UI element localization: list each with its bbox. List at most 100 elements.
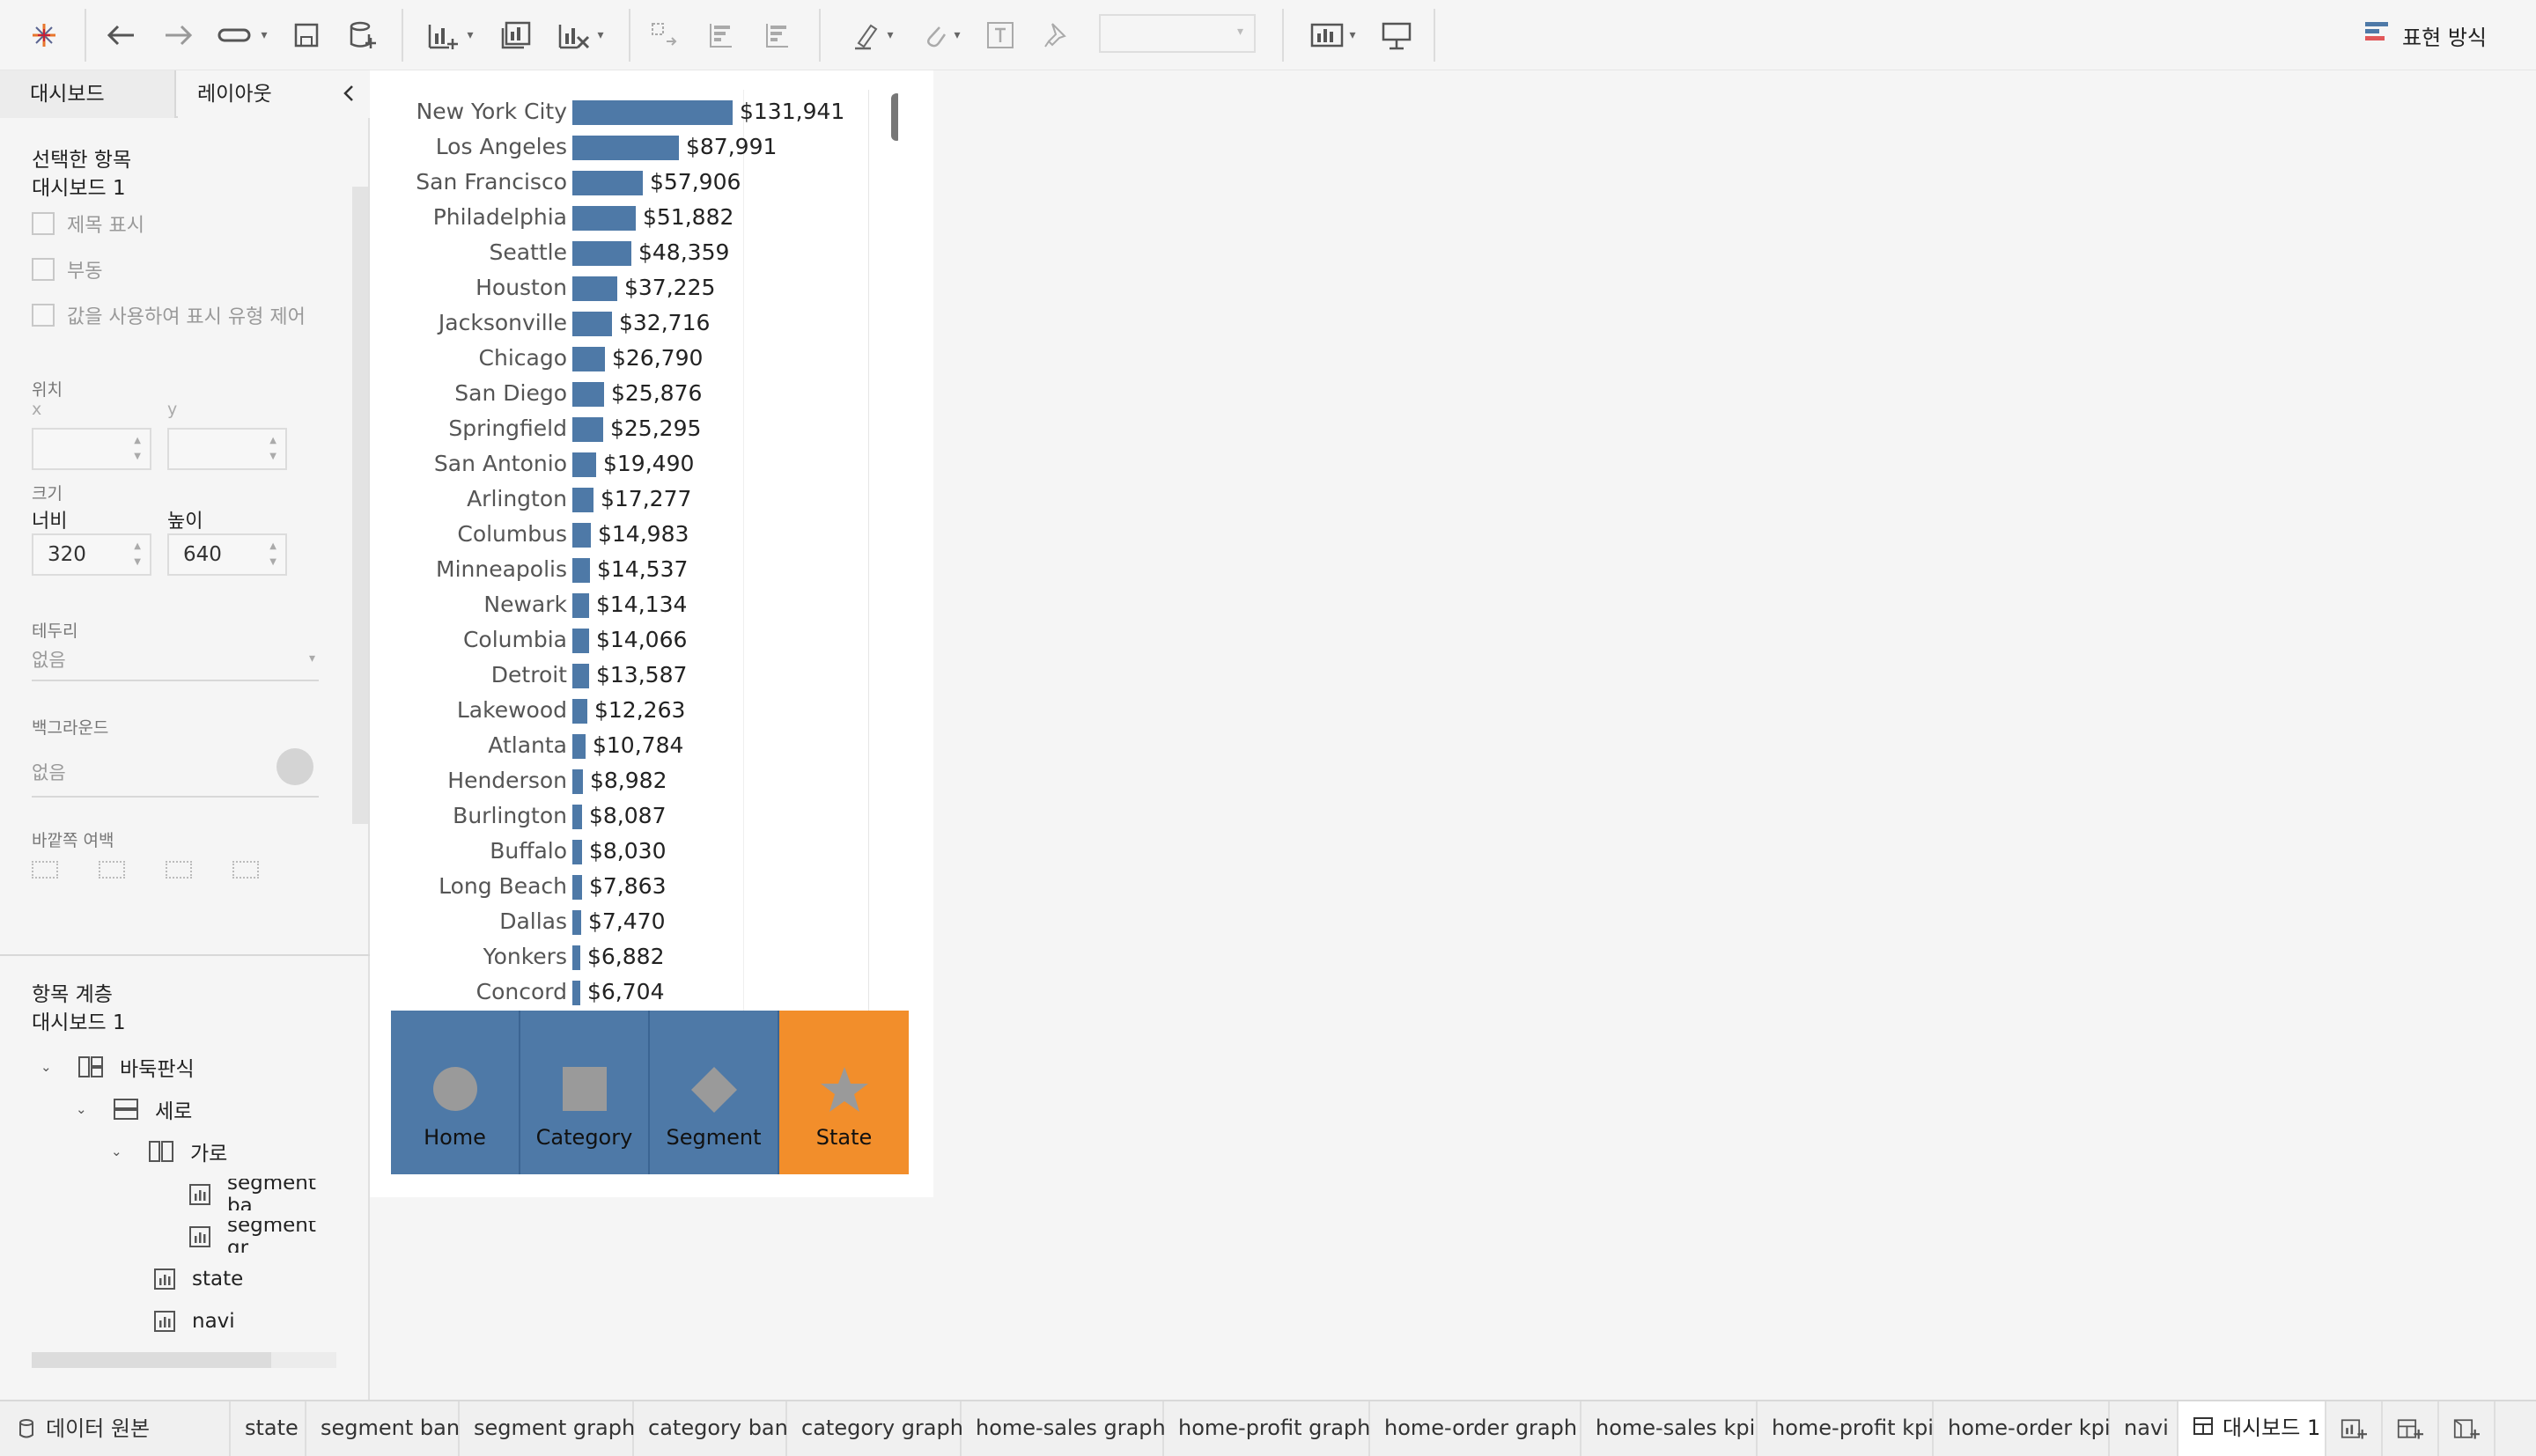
bar-mark[interactable] xyxy=(572,593,589,618)
properties-scrollbar[interactable] xyxy=(352,187,368,824)
panel-divider[interactable] xyxy=(0,954,370,956)
new-dashboard-icon[interactable] xyxy=(2383,1401,2439,1456)
table-row[interactable]: San Diego $25,876 xyxy=(391,377,881,412)
undo-icon[interactable] xyxy=(102,16,141,55)
table-row[interactable]: Atlanta $10,784 xyxy=(391,729,881,764)
sheet-tab[interactable]: category graph xyxy=(787,1401,963,1456)
table-row[interactable]: Detroit $13,587 xyxy=(391,658,881,694)
tree-item-tiled[interactable]: ⌄ 바둑판식 xyxy=(41,1051,195,1083)
spin-down-icon[interactable]: ▼ xyxy=(134,557,141,567)
table-row[interactable]: San Francisco $57,906 xyxy=(391,165,881,201)
new-story-icon[interactable] xyxy=(2439,1401,2495,1456)
bar-mark[interactable] xyxy=(572,382,604,407)
bar-mark[interactable] xyxy=(572,629,589,653)
tree-item-vertical[interactable]: ⌄ 세로 xyxy=(76,1093,192,1125)
chart-scrollbar[interactable] xyxy=(881,90,898,1067)
attach-icon[interactable]: ▾ xyxy=(910,16,972,55)
highlight-icon[interactable]: ▾ xyxy=(842,16,903,55)
bar-mark[interactable] xyxy=(572,452,596,477)
bar-mark[interactable] xyxy=(572,241,631,266)
bar-mark[interactable] xyxy=(572,945,580,970)
x-position-input[interactable]: ▲ ▼ xyxy=(32,428,151,470)
hierarchy-scrollbar[interactable] xyxy=(32,1352,336,1368)
sheet-tab[interactable]: home-sales graph xyxy=(962,1401,1166,1456)
redo-icon[interactable] xyxy=(158,16,197,55)
state-bar-chart[interactable]: New York City $131,941 Los Angeles $87,991 S… xyxy=(391,90,898,1067)
bar-mark[interactable] xyxy=(572,312,612,336)
sheet-tab[interactable]: state xyxy=(231,1401,306,1456)
y-position-input[interactable]: ▲ ▼ xyxy=(167,428,287,470)
show-cards-icon[interactable]: ▾ xyxy=(1305,16,1361,55)
clear-sheet-icon[interactable]: ▾ xyxy=(549,16,611,55)
table-row[interactable]: Minneapolis $14,537 xyxy=(391,553,881,588)
new-datasource-icon[interactable] xyxy=(345,16,380,55)
tree-item-segment-ban[interactable]: segment ba xyxy=(188,1179,338,1210)
show-me-button[interactable]: 표현 방식 xyxy=(2363,16,2487,55)
bar-mark[interactable] xyxy=(572,805,582,829)
table-row[interactable]: Seattle $48,359 xyxy=(391,236,881,271)
table-row[interactable]: Long Beach $7,863 xyxy=(391,870,881,905)
nav-segment-button[interactable]: Segment xyxy=(650,1011,779,1174)
table-row[interactable]: Los Angeles $87,991 xyxy=(391,130,881,165)
background-color-swatch[interactable] xyxy=(276,748,313,785)
sheet-tab[interactable]: home-order kpi xyxy=(1934,1401,2111,1456)
bar-mark[interactable] xyxy=(572,910,581,935)
table-row[interactable]: Concord $6,704 xyxy=(391,975,881,1011)
bar-mark[interactable] xyxy=(572,875,582,900)
sheet-tab[interactable]: home-profit graph xyxy=(1164,1401,1370,1456)
table-row[interactable]: Buffalo $8,030 xyxy=(391,835,881,870)
spin-down-icon[interactable]: ▼ xyxy=(269,557,276,567)
chevron-down-icon[interactable]: ⌄ xyxy=(41,1059,52,1075)
text-label-icon[interactable] xyxy=(983,16,1018,55)
bar-mark[interactable] xyxy=(572,100,733,125)
table-row[interactable]: Columbia $14,066 xyxy=(391,623,881,658)
spin-up-icon[interactable]: ▲ xyxy=(269,541,276,551)
table-row[interactable]: Chicago $26,790 xyxy=(391,342,881,377)
nav-state-button[interactable]: State xyxy=(779,1011,909,1174)
sheet-tab[interactable]: category ban xyxy=(634,1401,788,1456)
bar-mark[interactable] xyxy=(572,699,587,724)
scrollbar-thumb[interactable] xyxy=(32,1352,271,1368)
bar-mark[interactable] xyxy=(572,136,679,160)
table-row[interactable]: Yonkers $6,882 xyxy=(391,940,881,975)
bar-mark[interactable] xyxy=(572,734,586,759)
pin-icon[interactable] xyxy=(1037,16,1073,55)
tableau-logo-icon[interactable] xyxy=(25,16,63,55)
table-row[interactable]: Philadelphia $51,882 xyxy=(391,201,881,236)
table-row[interactable]: Newark $14,134 xyxy=(391,588,881,623)
chart-scrollbar-thumb[interactable] xyxy=(891,93,898,141)
table-row[interactable]: Lakewood $12,263 xyxy=(391,694,881,729)
padding-bottom-icon[interactable] xyxy=(232,861,259,879)
table-row[interactable]: San Antonio $19,490 xyxy=(391,447,881,482)
bar-mark[interactable] xyxy=(572,347,605,371)
spin-up-icon[interactable]: ▲ xyxy=(134,436,141,445)
table-row[interactable]: Dallas $7,470 xyxy=(391,905,881,940)
table-row[interactable]: Houston $37,225 xyxy=(391,271,881,306)
table-row[interactable]: Arlington $17,277 xyxy=(391,482,881,518)
sort-descending-icon[interactable] xyxy=(759,16,794,55)
sheet-tab[interactable]: home-profit kpi xyxy=(1758,1401,1934,1456)
bar-mark[interactable] xyxy=(572,276,617,301)
table-row[interactable]: Burlington $8,087 xyxy=(391,799,881,835)
bar-mark[interactable] xyxy=(572,558,590,583)
tab-layout[interactable]: 레이아웃 xyxy=(178,70,370,118)
tab-dashboard[interactable]: 대시보드 xyxy=(0,70,176,118)
switch-icon[interactable]: ▾ xyxy=(211,16,273,55)
padding-right-icon[interactable] xyxy=(166,861,192,879)
background-dropdown[interactable]: 없음 xyxy=(32,759,319,798)
padding-left-icon[interactable] xyxy=(32,861,58,879)
data-source-tab[interactable]: 데이터 원본 xyxy=(0,1401,231,1456)
show-title-checkbox[interactable]: 제목 표시 xyxy=(32,210,144,238)
new-worksheet-icon[interactable] xyxy=(2326,1401,2383,1456)
duplicate-sheet-icon[interactable] xyxy=(497,16,535,55)
tree-item-navi[interactable]: navi xyxy=(153,1305,235,1337)
bar-mark[interactable] xyxy=(572,206,636,231)
nav-home-button[interactable]: Home xyxy=(391,1011,520,1174)
table-row[interactable]: New York City $131,941 xyxy=(391,95,881,130)
tree-item-horizontal[interactable]: ⌄ 가로 xyxy=(111,1136,227,1167)
spin-down-icon[interactable]: ▼ xyxy=(134,452,141,461)
bar-mark[interactable] xyxy=(572,664,589,688)
spin-up-icon[interactable]: ▲ xyxy=(134,541,141,551)
border-dropdown[interactable]: 없음 ▾ xyxy=(32,646,319,681)
bar-mark[interactable] xyxy=(572,171,643,195)
